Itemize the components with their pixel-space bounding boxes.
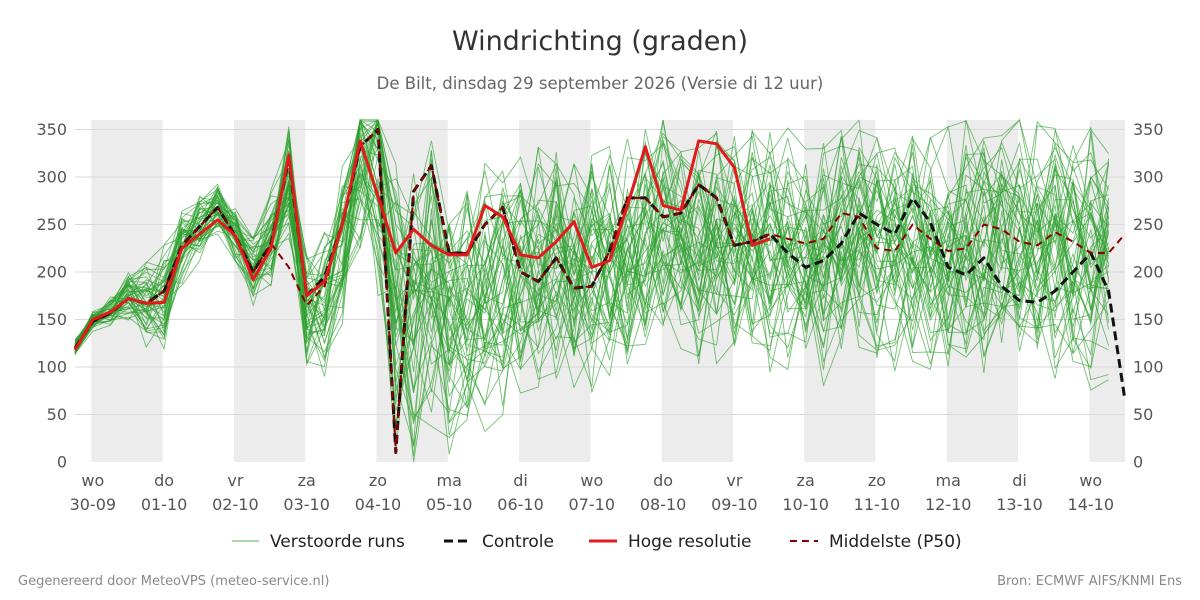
x-tick-date: 11-10 — [854, 495, 901, 514]
x-tick-date: 30-09 — [70, 495, 117, 514]
y-tick-right: 300 — [1133, 168, 1164, 187]
x-tick-day: za — [298, 471, 316, 490]
x-tick-day: ma — [936, 471, 961, 490]
ensemble-member-line — [74, 130, 1109, 445]
x-tick-day: wo — [580, 471, 603, 490]
y-axis-right: 0 50 100 150 200 250 300 350 — [1133, 120, 1164, 472]
legend-label-ensemble: Verstoorde runs — [270, 532, 405, 552]
x-tick-day: do — [154, 471, 174, 490]
x-tick-day: vr — [726, 471, 742, 490]
x-tick-date: 07-10 — [569, 495, 616, 514]
ensemble-member-line — [74, 138, 1110, 345]
x-tick-date: 04-10 — [355, 495, 402, 514]
ensemble-member-line — [74, 123, 1109, 367]
x-tick-day: vr — [227, 471, 243, 490]
ensemble-member-line — [74, 145, 1110, 380]
x-tick-day: za — [797, 471, 815, 490]
x-tick-date: 02-10 — [212, 495, 259, 514]
x-tick-day: wo — [1079, 471, 1102, 490]
hires-line — [73, 139, 771, 351]
x-tick-date: 03-10 — [283, 495, 330, 514]
shade-band-1 — [233, 120, 306, 462]
ensemble-member-line — [74, 119, 1110, 424]
y-tick-left: 100 — [36, 358, 67, 377]
x-tick-date: 09-10 — [711, 495, 758, 514]
x-tick-date: 12-10 — [925, 495, 972, 514]
ensemble-members — [74, 118, 1110, 463]
x-tick-date: 08-10 — [640, 495, 687, 514]
ensemble-member-line — [74, 118, 1109, 363]
legend-label-hires: Hoge resolutie — [628, 532, 752, 552]
x-tick-date: 05-10 — [426, 495, 473, 514]
x-tick-date: 01-10 — [141, 495, 188, 514]
y-tick-right: 200 — [1133, 263, 1164, 282]
x-tick-date: 10-10 — [782, 495, 829, 514]
x-tick-date: 06-10 — [497, 495, 544, 514]
y-tick-left: 300 — [36, 168, 67, 187]
footer-generator: Gegenereerd door MeteoVPS (meteo-service… — [18, 574, 329, 589]
ensemble-member-line — [74, 119, 1110, 392]
ensemble-member-line — [74, 171, 1109, 424]
x-axis: wo 30-09 do 01-10 vr 02-10 za 03-10 zo 04-10 ma 05-… — [70, 471, 1114, 514]
x-tick-day: ma — [437, 471, 462, 490]
chart-title: Windrichting (graden) — [452, 26, 748, 57]
control-line — [73, 128, 1127, 454]
x-tick-day: di — [513, 471, 528, 490]
x-tick-day: zo — [868, 471, 886, 490]
x-tick-day: do — [653, 471, 673, 490]
y-tick-right: 350 — [1133, 120, 1164, 139]
y-tick-left: 150 — [36, 310, 67, 329]
x-tick-day: zo — [369, 471, 387, 490]
ensemble-member-line — [74, 143, 1109, 354]
x-tick-day: wo — [81, 471, 104, 490]
y-tick-left: 50 — [47, 405, 67, 424]
x-tick-date: 14-10 — [1068, 495, 1115, 514]
y-tick-left: 250 — [36, 215, 67, 234]
ensemble-member-line — [74, 119, 1110, 348]
ensemble-member-line — [74, 133, 1109, 420]
y-tick-left: 200 — [36, 263, 67, 282]
x-tick-day: di — [1012, 471, 1027, 490]
legend-label-median: Middelste (P50) — [829, 532, 962, 552]
y-axis-left: 0 50 100 150 200 250 300 350 — [36, 120, 67, 472]
x-tick-date: 13-10 — [996, 495, 1043, 514]
median-line — [74, 128, 1126, 454]
y-tick-right: 250 — [1133, 215, 1164, 234]
legend-label-control: Controle — [482, 532, 554, 552]
main-series — [73, 128, 1127, 454]
chart-subtitle: De Bilt, dinsdag 29 september 2026 (Vers… — [377, 74, 824, 93]
y-tick-right: 100 — [1133, 358, 1164, 377]
y-tick-right: 50 — [1133, 405, 1153, 424]
y-tick-left: 0 — [57, 453, 67, 472]
y-tick-left: 350 — [36, 120, 67, 139]
legend: Verstoorde runs Controle Hoge resolutie … — [232, 532, 962, 552]
y-tick-right: 0 — [1133, 453, 1143, 472]
footer-source: Bron: ECMWF AIFS/KNMI Ens — [997, 574, 1182, 589]
y-tick-right: 150 — [1133, 310, 1164, 329]
